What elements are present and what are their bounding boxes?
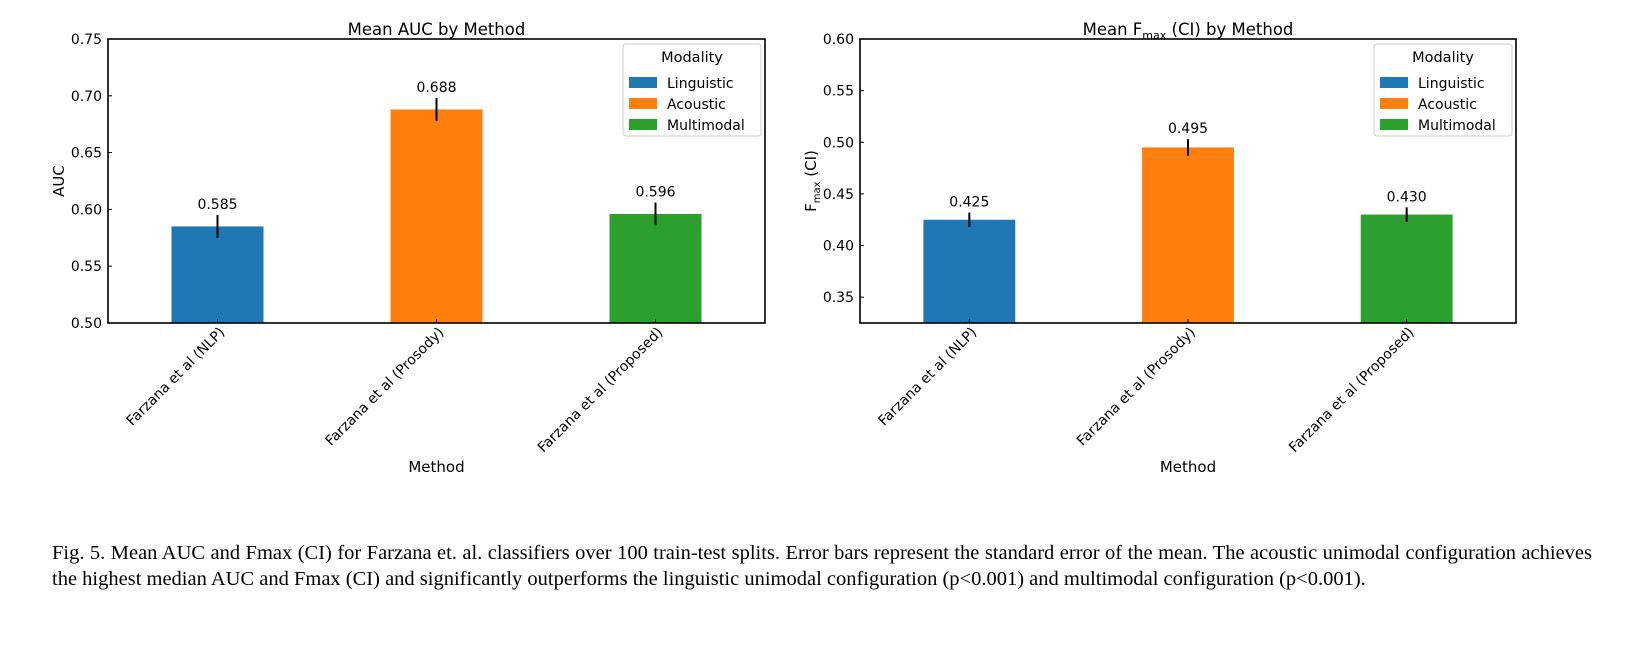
y-tick-label: 0.60 [823, 32, 854, 48]
legend-box [622, 43, 762, 137]
chart-title: Mean AUC by Method [348, 20, 526, 39]
title-subscript: max [1142, 29, 1166, 42]
y-axis-label: Fmax (CI) [802, 150, 823, 212]
legend-swatch [629, 98, 657, 109]
y-tick-label: 0.55 [823, 84, 854, 100]
x-axis-label: Method [408, 458, 464, 476]
legend-label: Acoustic [1418, 97, 1477, 113]
y-tick-label: 0.35 [823, 290, 854, 306]
bar [171, 226, 264, 323]
legend-label: Multimodal [667, 118, 745, 134]
legend: Modality Linguistic Acoustic Multimodal [622, 43, 762, 137]
value-label: 0.688 [416, 80, 456, 96]
x-tick-label: Farzana et al (Proposed) [535, 325, 666, 456]
x-tick-label: Farzana et al (Prosody) [1074, 325, 1199, 450]
bar [1360, 214, 1453, 323]
bar [1142, 147, 1234, 323]
y-tick-label: 0.55 [71, 259, 102, 275]
legend-swatch [629, 77, 657, 88]
x-tick-label: Farzana et al (Proposed) [1286, 325, 1417, 456]
figure-caption: Fig. 5. Mean AUC and Fmax (CI) for Farza… [52, 542, 1592, 590]
legend-title: Modality [1412, 50, 1474, 66]
y-label-subscript: max [812, 181, 823, 203]
legend-swatch [1380, 98, 1408, 109]
legend-label: Acoustic [667, 97, 726, 113]
title-suffix: (CI) by Method [1166, 20, 1293, 39]
legend-swatch [629, 119, 657, 130]
legend-label: Linguistic [667, 76, 734, 92]
x-axis-label: Method [1160, 458, 1216, 476]
legend-swatch [1380, 119, 1408, 130]
legend-title: Modality [661, 50, 723, 66]
y-tick-label: 0.45 [823, 187, 854, 203]
bar [923, 219, 1016, 323]
chart-title: Mean Fmax (CI) by Method [1083, 20, 1294, 42]
y-tick-label: 0.50 [823, 135, 854, 151]
bar [609, 213, 702, 323]
chart-2: 0.425 0.495 0.430 0.35 0.40 0.45 0.50 0.55 0.60 F… [802, 20, 1517, 476]
y-tick-label: 0.50 [71, 316, 102, 332]
y-label-suffix: (CI) [802, 150, 820, 181]
y-tick-label: 0.65 [71, 146, 102, 162]
value-label: 0.430 [1387, 189, 1427, 205]
value-label: 0.425 [949, 194, 989, 210]
x-tick-label: Farzana et al (NLP) [875, 325, 980, 430]
y-tick-label: 0.75 [71, 32, 102, 48]
figure: 0.585 0.688 0.596 0.50 0.55 0.60 0.65 0.70 0.75 F… [50, 20, 1517, 476]
value-label: 0.596 [635, 185, 675, 201]
y-tick-label: 0.70 [71, 89, 102, 105]
y-tick-label: 0.60 [71, 202, 102, 218]
y-tick-label: 0.40 [823, 239, 854, 255]
legend-box [1373, 43, 1513, 137]
legend-label: Linguistic [1418, 76, 1485, 92]
y-axis-label: AUC [50, 165, 68, 197]
legend: Modality Linguistic Acoustic Multimodal [1373, 43, 1513, 137]
value-label: 0.585 [197, 197, 237, 213]
x-tick-label: Farzana et al (NLP) [124, 325, 229, 430]
legend-label: Multimodal [1418, 118, 1496, 134]
value-label: 0.495 [1168, 121, 1208, 137]
chart-1: 0.585 0.688 0.596 0.50 0.55 0.60 0.65 0.70 0.75 F… [50, 20, 766, 476]
x-tick-label: Farzana et al (Prosody) [322, 325, 447, 450]
legend-swatch [1380, 77, 1408, 88]
bar [390, 109, 483, 323]
